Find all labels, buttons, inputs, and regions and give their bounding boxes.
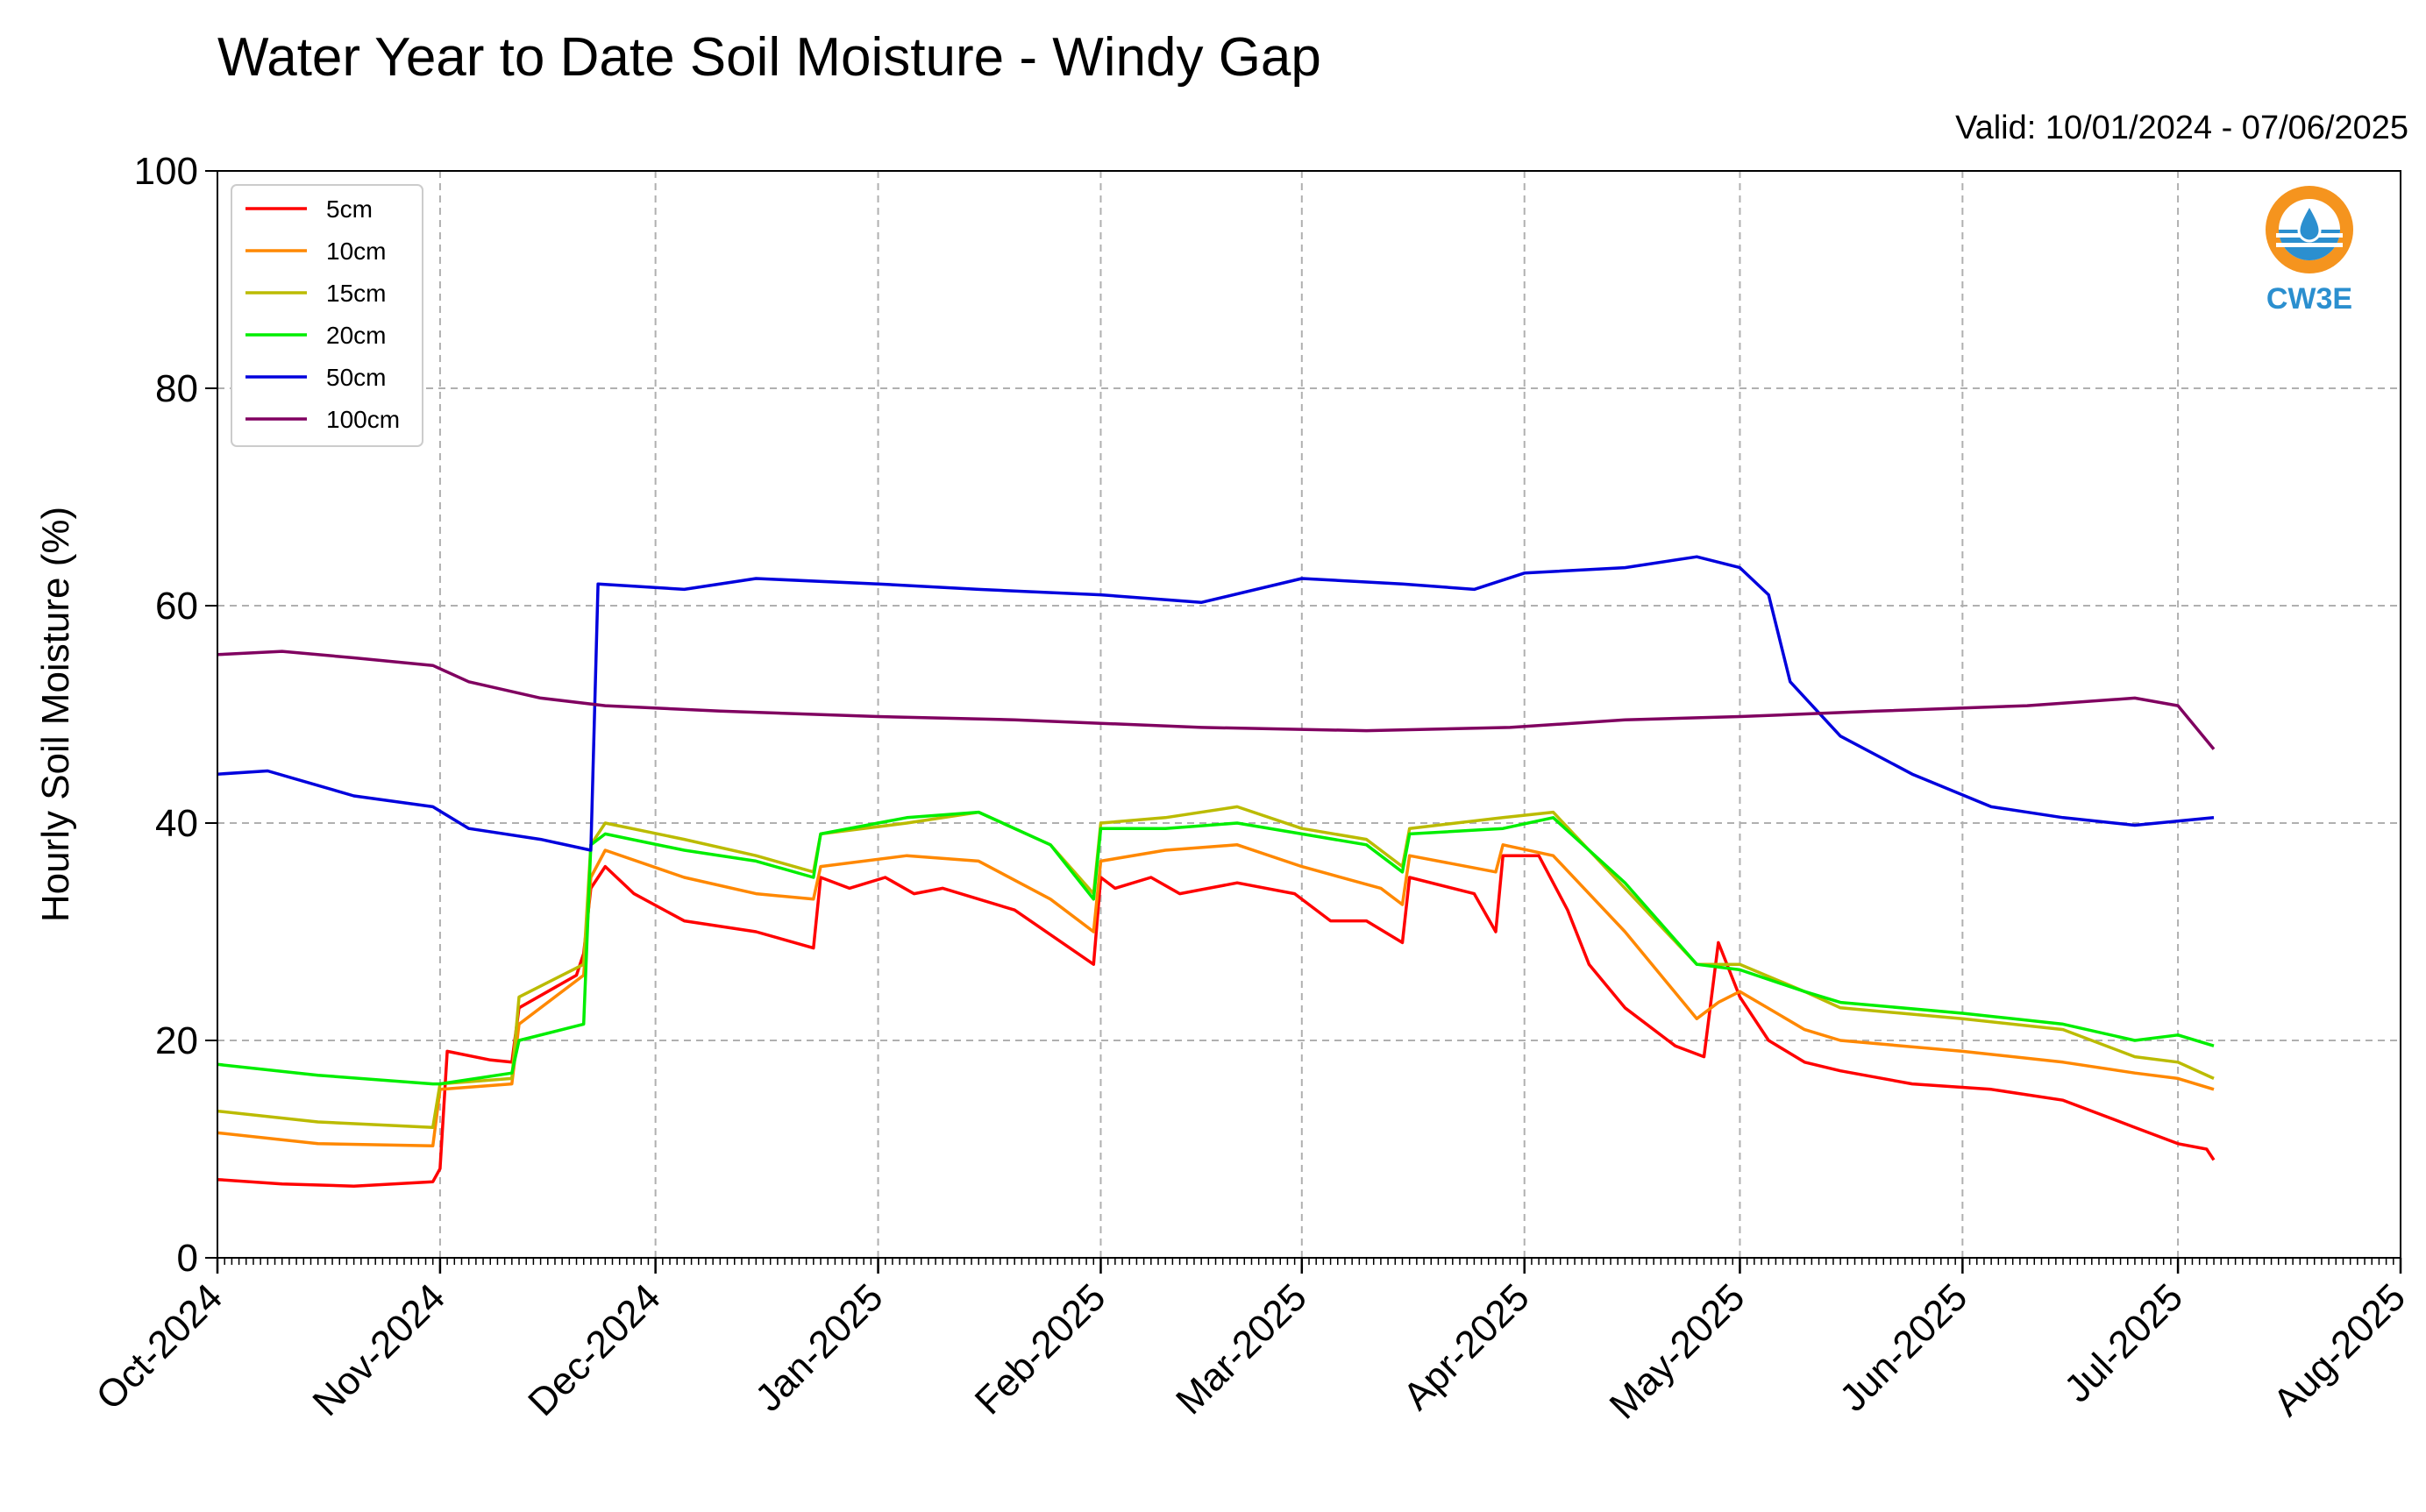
axes: 0 20 40 60 80 100 Oct-2024 Nov-2024 Dec-2024 Jan-…	[88, 150, 2414, 1427]
x-tick-label: Dec-2024	[520, 1275, 669, 1424]
x-tick-label: Feb-2025	[967, 1275, 1114, 1423]
legend-label-100cm: 100cm	[326, 406, 400, 433]
y-axis-label: Hourly Soil Moisture (%)	[34, 507, 77, 922]
legend-label-20cm: 20cm	[326, 322, 386, 349]
legend-label-50cm: 50cm	[326, 364, 386, 391]
series-line-15cm	[217, 805, 2215, 1129]
cw3e-logo-icon	[2266, 186, 2353, 273]
cw3e-logo: CW3E	[2266, 186, 2353, 316]
grid	[217, 170, 2401, 1259]
x-tick-label: Jan-2025	[747, 1275, 891, 1419]
series-line-5cm	[217, 854, 2216, 1188]
series-lines	[217, 555, 2216, 1188]
x-tick-label: Apr-2025	[1395, 1275, 1538, 1418]
cw3e-logo-text: CW3E	[2266, 282, 2352, 316]
legend-label-15cm: 15cm	[326, 280, 386, 307]
x-tick-label: May-2025	[1602, 1275, 1754, 1427]
y-tick-label: 80	[155, 367, 198, 410]
series-line-10cm	[217, 843, 2215, 1148]
series-line-50cm	[217, 555, 2215, 852]
x-tick-label: Aug-2025	[2265, 1275, 2414, 1424]
x-tick-label: Mar-2025	[1168, 1275, 1315, 1423]
valid-date-range: Valid: 10/01/2024 - 07/06/2025	[1955, 110, 2408, 146]
y-tick-label: 0	[177, 1237, 198, 1280]
legend: 5cm 10cm 15cm 20cm 50cm 100cm	[231, 184, 423, 447]
plot-frame	[217, 170, 2401, 1259]
legend-label-10cm: 10cm	[326, 238, 386, 265]
x-tick-label: Jul-2025	[2056, 1275, 2191, 1410]
legend-label-5cm: 5cm	[326, 195, 373, 223]
chart-title: Water Year to Date Soil Moisture - Windy…	[217, 27, 1321, 88]
y-tick-label: 100	[134, 150, 198, 193]
y-tick-label: 60	[155, 585, 198, 628]
x-tick-label: Nov-2024	[304, 1275, 453, 1424]
y-tick-label: 20	[155, 1019, 198, 1062]
y-tick-label: 40	[155, 802, 198, 845]
series-line-20cm	[217, 810, 2215, 1086]
x-tick-label: Jun-2025	[1832, 1275, 1975, 1419]
x-tick-label: Oct-2024	[88, 1275, 231, 1418]
series-line-100cm	[217, 650, 2216, 750]
